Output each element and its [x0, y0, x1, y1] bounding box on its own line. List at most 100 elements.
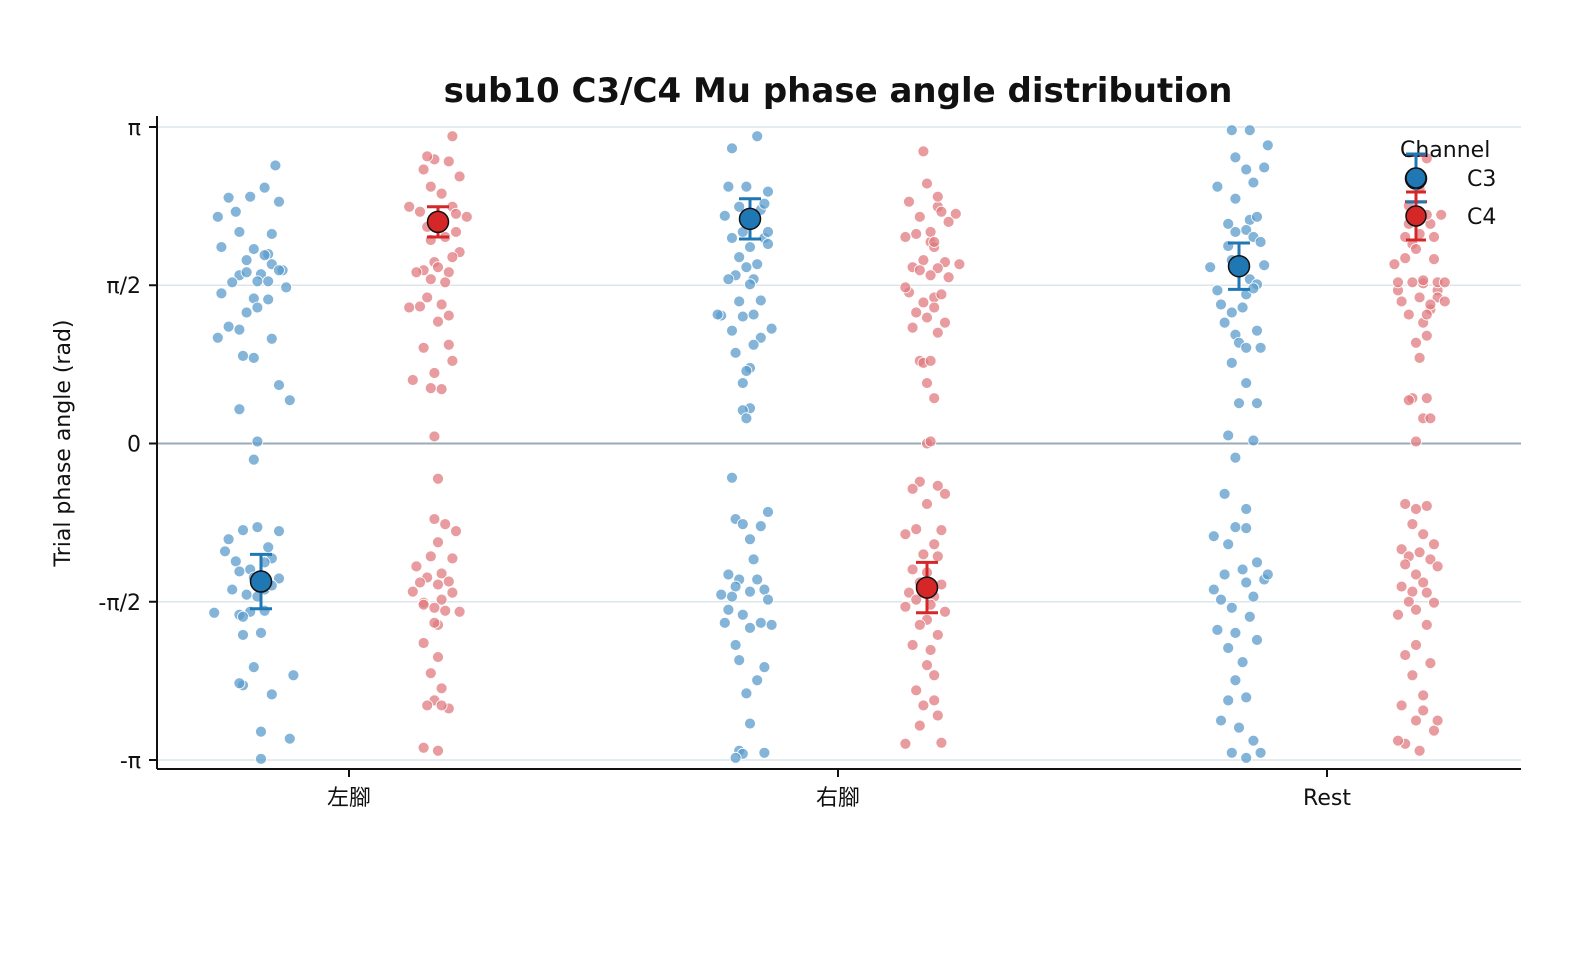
data-point: [237, 524, 249, 537]
data-point: [439, 604, 452, 617]
data-point: [450, 207, 462, 220]
data-point: [460, 210, 473, 223]
data-point: [1420, 392, 1433, 405]
data-point: [233, 226, 246, 238]
data-point: [273, 379, 285, 391]
data-point: [258, 181, 271, 194]
data-point: [747, 553, 760, 566]
data-point: [432, 744, 444, 757]
data-point: [424, 550, 437, 563]
data-point: [751, 258, 764, 271]
data-point: [410, 560, 423, 573]
data-point: [1402, 308, 1415, 321]
data-point: [899, 231, 912, 243]
data-point: [1215, 593, 1227, 606]
data-point: [744, 717, 756, 730]
data-point: [1420, 586, 1433, 599]
data-point: [446, 130, 459, 143]
y-tick-label: π: [128, 116, 141, 141]
data-point: [450, 525, 462, 538]
data-point: [1392, 276, 1404, 289]
data-point: [1413, 291, 1426, 304]
data-point: [1233, 721, 1245, 734]
data-point: [233, 565, 246, 578]
data-point: [1207, 583, 1220, 596]
data-point: [949, 207, 962, 220]
data-point: [428, 601, 441, 614]
data-point: [262, 275, 275, 288]
data-point: [428, 513, 441, 525]
data-point: [1392, 608, 1404, 621]
data-point: [1395, 699, 1408, 712]
data-point: [736, 377, 749, 389]
data-point: [1247, 176, 1260, 189]
data-point: [414, 576, 426, 589]
data-point: [222, 191, 235, 204]
data-point: [935, 288, 948, 301]
data-point: [1211, 284, 1224, 297]
data-point: [722, 273, 735, 286]
data-point: [1258, 259, 1271, 272]
data-point: [1225, 601, 1238, 614]
legend-marker: [1405, 205, 1427, 227]
mean-marker: [249, 570, 273, 593]
x-ticks: 左腳 右腳 Rest: [327, 769, 1351, 811]
data-point: [740, 261, 753, 274]
x-tick-label: 右腳: [816, 786, 860, 811]
data-point: [931, 629, 944, 641]
data-point: [237, 349, 249, 362]
data-point: [428, 616, 441, 629]
data-point: [899, 600, 912, 613]
data-point: [924, 644, 937, 656]
data-point: [417, 163, 430, 176]
data-point: [240, 254, 253, 267]
data-point: [906, 639, 919, 651]
data-point: [762, 226, 774, 238]
legend-marker: [1405, 167, 1427, 189]
data-point: [762, 185, 774, 198]
data-point: [1410, 435, 1422, 448]
data-point: [726, 324, 738, 337]
data-point: [432, 315, 444, 328]
data-point: [921, 659, 933, 672]
data-point: [744, 241, 756, 253]
data-point: [1402, 595, 1415, 608]
data-point: [1225, 306, 1238, 319]
data-point: [765, 618, 778, 631]
data-point: [722, 568, 735, 581]
data-point: [754, 520, 767, 533]
data-point: [1218, 316, 1231, 329]
data-point: [251, 521, 264, 534]
data-point: [1424, 412, 1437, 425]
data-point: [1229, 674, 1242, 687]
data-point: [729, 346, 742, 359]
mean-marker: [1227, 254, 1251, 278]
data-point: [917, 296, 930, 309]
data-point: [1218, 487, 1231, 500]
data-point: [747, 338, 760, 351]
data-point: [442, 155, 455, 168]
data-point: [251, 275, 264, 288]
data-point: [899, 281, 912, 294]
data-point: [765, 322, 778, 335]
data-point: [726, 471, 738, 484]
data-point: [939, 316, 951, 329]
data-point: [910, 306, 923, 319]
data-point: [931, 326, 944, 339]
data-point: [744, 621, 756, 634]
data-point: [226, 583, 239, 596]
data-point: [1225, 746, 1238, 759]
data-point: [450, 226, 462, 238]
data-point: [942, 271, 955, 284]
data-point: [1428, 538, 1440, 551]
data-point: [237, 610, 249, 623]
data-point: [435, 187, 448, 200]
x-tick-label: 左腳: [327, 786, 371, 811]
data-point: [421, 150, 434, 163]
data-point: [435, 699, 448, 712]
data-point: [921, 377, 933, 389]
data-point: [435, 567, 448, 580]
data-point: [229, 205, 242, 218]
data-point: [758, 746, 771, 759]
